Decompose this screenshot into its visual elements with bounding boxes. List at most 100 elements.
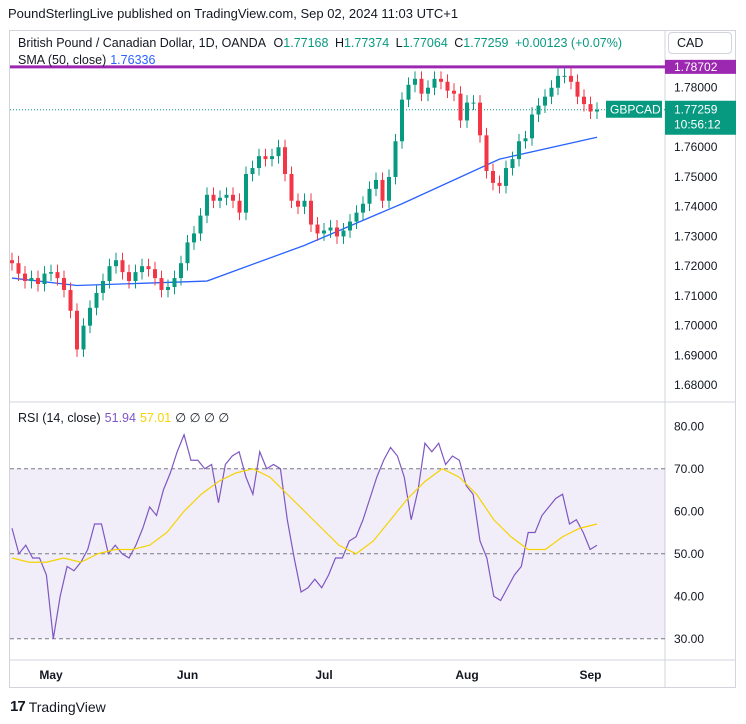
- candle-body: [62, 278, 66, 290]
- candle-body: [75, 310, 79, 350]
- candle-body: [159, 278, 164, 290]
- tradingview-logo[interactable]: 17 TradingView: [10, 698, 106, 715]
- price-tick-label: 1.73000: [674, 229, 718, 243]
- price-tag-value: 1.77259: [674, 103, 718, 117]
- candle-body: [406, 84, 411, 100]
- sma-line: [11, 136, 598, 287]
- symbol-tag-label: GBPCAD: [610, 103, 661, 117]
- candle-body: [81, 325, 86, 350]
- rsi-line: [11, 432, 598, 639]
- candle-body: [458, 93, 463, 121]
- price-tag-countdown: 10:56:12: [674, 118, 721, 132]
- time-tick-label: Sep: [579, 668, 601, 682]
- rsi-extra-values: ∅ ∅ ∅ ∅: [175, 411, 230, 425]
- rsi-legend[interactable]: RSI (14, close) 51.94 57.01 ∅ ∅ ∅ ∅: [18, 410, 229, 425]
- rsi-tick-label: 80.00: [674, 419, 704, 433]
- candle-body: [49, 272, 53, 274]
- candle-body: [367, 188, 372, 204]
- candle-body: [276, 147, 281, 157]
- price-tag: [665, 100, 736, 135]
- candle-body: [231, 194, 235, 201]
- candle-body: [88, 307, 92, 326]
- candle-body: [16, 263, 21, 274]
- candle-body: [543, 96, 547, 106]
- low-value: 1.77064: [402, 36, 448, 50]
- rsi-band: [10, 468, 665, 639]
- high-label: H: [334, 36, 344, 50]
- candle-body: [166, 286, 170, 290]
- time-tick-label: Jun: [177, 668, 198, 682]
- candle-body: [445, 81, 450, 91]
- candle-body: [341, 230, 346, 237]
- candle-body: [23, 273, 27, 282]
- candle-body: [497, 182, 502, 186]
- open-value: 1.77168: [283, 36, 329, 50]
- candle-body: [237, 200, 242, 213]
- candle-body: [153, 269, 157, 279]
- candle-body: [302, 200, 307, 207]
- main-legend: British Pound / Canadian Dollar, 1D, OAN…: [18, 36, 625, 50]
- candle-body: [68, 289, 73, 311]
- candle-body: [452, 90, 456, 94]
- candle-body: [413, 78, 417, 85]
- candle-body: [107, 266, 112, 282]
- candle-body: [101, 281, 105, 293]
- price-tick-label: 1.71000: [674, 289, 718, 303]
- price-tick-label: 1.78000: [674, 81, 718, 95]
- rsi-value: 51.94: [104, 411, 136, 425]
- candle-body: [380, 179, 385, 201]
- candle-body: [484, 135, 489, 172]
- candle-body: [198, 215, 203, 234]
- horizontal-level-tag: [665, 59, 736, 74]
- price-tick-label: 1.76000: [674, 140, 718, 154]
- rsi-label: RSI (14, close): [18, 411, 101, 425]
- symbol-title: British Pound / Canadian Dollar, 1D, OAN…: [18, 36, 267, 50]
- candle-body: [569, 75, 573, 82]
- rsi-ma-line: [11, 468, 598, 563]
- symbol-tag: [606, 100, 662, 118]
- candle-body: [185, 242, 190, 264]
- candle-body: [29, 278, 34, 282]
- candle-body: [361, 203, 365, 213]
- price-tick-label: 1.69000: [674, 348, 718, 362]
- tradingview-brand-name: TradingView: [28, 698, 106, 715]
- candle-body: [322, 230, 326, 234]
- time-tick-label: Aug: [455, 668, 478, 682]
- candle-body: [283, 147, 287, 174]
- rsi-tick-label: 50.00: [674, 547, 704, 561]
- candle-body: [205, 194, 209, 216]
- candle-body: [218, 197, 222, 201]
- publish-credit: PoundSterlingLive published on TradingVi…: [8, 6, 459, 21]
- rsi-tick-label: 40.00: [674, 589, 704, 603]
- candle-body: [36, 278, 40, 285]
- sma-legend[interactable]: SMA (50, close) 1.76336: [18, 53, 155, 67]
- high-value: 1.77374: [343, 36, 390, 50]
- price-tick-label: 1.74000: [674, 200, 718, 214]
- rsi-tick-label: 60.00: [674, 504, 704, 518]
- chart-frame: [9, 30, 736, 688]
- candle-body: [224, 194, 229, 198]
- candle-body: [374, 179, 378, 189]
- candle-body: [94, 292, 99, 308]
- candle-body: [309, 200, 313, 225]
- price-tick-label: 1.72000: [674, 259, 718, 273]
- candle-body: [471, 102, 476, 104]
- candle-body: [354, 212, 359, 222]
- candle-body: [296, 200, 300, 207]
- currency-button[interactable]: CAD: [668, 32, 732, 54]
- candle-body: [179, 263, 183, 279]
- open-label: O: [273, 36, 284, 50]
- candle-body: [387, 176, 391, 201]
- candle-body: [426, 87, 430, 94]
- candle-body: [335, 227, 339, 237]
- candle-body: [146, 266, 151, 270]
- candle-body: [55, 272, 60, 279]
- price-tick-label: 1.75000: [674, 170, 718, 184]
- rsi-tick-label: 30.00: [674, 632, 704, 646]
- candle-body: [491, 171, 495, 183]
- candle-body: [439, 78, 443, 82]
- candle-body: [348, 221, 352, 231]
- candle-body: [270, 156, 274, 160]
- rsi-tick-label: 70.00: [674, 462, 704, 476]
